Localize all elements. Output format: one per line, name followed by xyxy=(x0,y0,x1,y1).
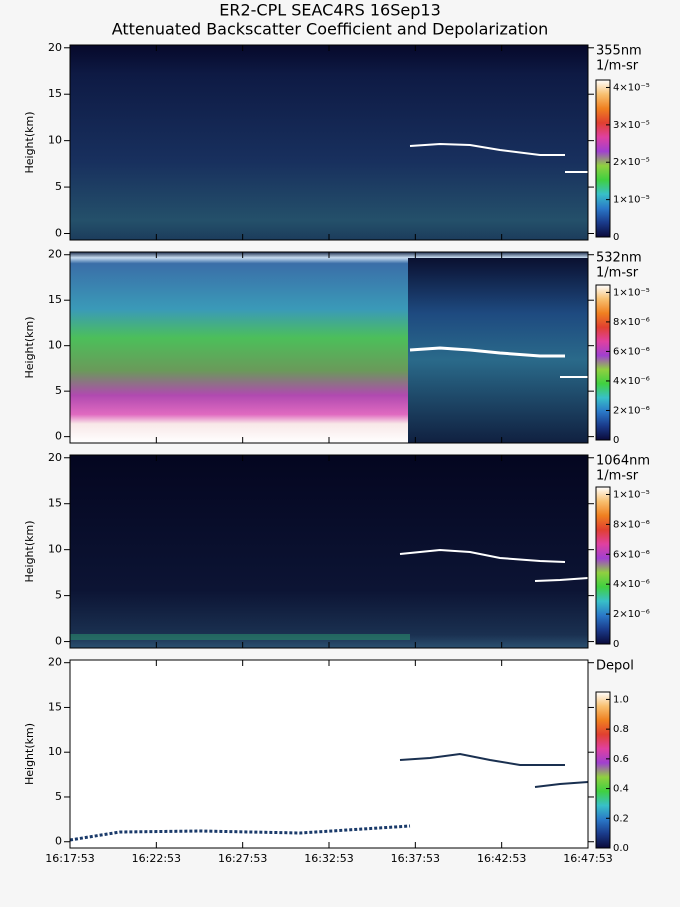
curtain xyxy=(70,455,588,648)
channel-label: 1064nm xyxy=(596,454,650,469)
colorbar-tick-label: 0 xyxy=(613,232,619,243)
colorbar-tick-label: 1×10⁻⁵ xyxy=(613,489,650,500)
channel-label: 355nm xyxy=(596,44,642,59)
y-tick-label: 0 xyxy=(55,635,62,648)
y-tick-label: 20 xyxy=(48,41,62,54)
units-label: 1/m-sr xyxy=(596,59,639,74)
cloud xyxy=(534,577,589,582)
title: ER2-CPL SEAC4RS 16Sep13 xyxy=(219,1,441,20)
y-tick-label: 15 xyxy=(48,293,62,306)
colorbar-tick-label: 4×10⁻⁶ xyxy=(613,579,650,590)
colorbar-tick-label: 2×10⁻⁵ xyxy=(613,157,650,168)
y-tick-label: 20 xyxy=(48,248,62,261)
colorbar-tick-label: 4×10⁻⁵ xyxy=(613,82,650,93)
channel-label: Depol xyxy=(596,659,634,674)
colorbar xyxy=(595,284,611,441)
curtain xyxy=(70,45,588,240)
aerosol xyxy=(69,824,411,842)
cloud xyxy=(409,346,565,358)
aerosol xyxy=(70,634,410,640)
colorbar-tick-label: 0 xyxy=(613,435,619,446)
colorbar-tick-label: 0.0 xyxy=(613,843,629,854)
colorbar-tick-label: 0.8 xyxy=(613,724,629,735)
colorbar-tick-label: 2×10⁻⁶ xyxy=(613,609,650,620)
y-axis-label: Height(km) xyxy=(23,111,36,173)
cloud xyxy=(534,781,589,788)
colorbar-tick-label: 3×10⁻⁵ xyxy=(613,120,650,131)
curtain xyxy=(70,660,588,848)
subtitle: Attenuated Backscatter Coefficient and D… xyxy=(112,20,549,39)
y-tick-label: 20 xyxy=(48,656,62,669)
channel-label: 532nm xyxy=(596,251,642,266)
colorbar xyxy=(595,486,611,645)
y-tick-label: 10 xyxy=(48,134,62,147)
x-tick-label: 16:47:53 xyxy=(563,852,612,865)
x-tick-label: 16:27:53 xyxy=(218,852,267,865)
units-label: 1/m-sr xyxy=(596,469,639,484)
colorbar xyxy=(595,691,611,849)
y-tick-label: 5 xyxy=(55,180,62,193)
curtain xyxy=(408,258,588,443)
colorbar-tick-label: 0.6 xyxy=(613,754,629,765)
y-tick-label: 5 xyxy=(55,790,62,803)
x-tick-label: 16:17:53 xyxy=(45,852,94,865)
colorbar-tick-label: 0.2 xyxy=(613,813,629,824)
y-tick-label: 10 xyxy=(48,543,62,556)
colorbar-tick-label: 6×10⁻⁶ xyxy=(613,549,650,560)
colorbar-tick-label: 2×10⁻⁶ xyxy=(613,405,650,416)
y-axis-label: Height(km) xyxy=(23,723,36,785)
y-tick-label: 0 xyxy=(55,430,62,443)
y-tick-label: 5 xyxy=(55,384,62,397)
y-tick-label: 0 xyxy=(55,835,62,848)
cloud xyxy=(409,142,565,156)
x-tick-label: 16:22:53 xyxy=(132,852,181,865)
colorbar-tick-label: 1×10⁻⁵ xyxy=(613,287,650,298)
x-tick-label: 16:42:53 xyxy=(477,852,526,865)
cloud xyxy=(399,548,566,563)
y-tick-label: 15 xyxy=(48,87,62,100)
cloud xyxy=(399,752,565,766)
colorbar-tick-label: 8×10⁻⁶ xyxy=(613,317,650,328)
y-tick-label: 20 xyxy=(48,451,62,464)
colorbar-tick-label: 0 xyxy=(613,639,619,650)
colorbar-tick-label: 1.0 xyxy=(613,694,629,705)
y-tick-label: 5 xyxy=(55,589,62,602)
y-tick-label: 10 xyxy=(48,339,62,352)
colorbar-tick-label: 1×10⁻⁵ xyxy=(613,195,650,206)
y-tick-label: 10 xyxy=(48,745,62,758)
units-label: 1/m-sr xyxy=(596,266,639,281)
x-tick-label: 16:37:53 xyxy=(391,852,440,865)
colorbar-tick-label: 6×10⁻⁶ xyxy=(613,346,650,357)
y-axis-label: Height(km) xyxy=(23,520,36,582)
y-tick-label: 15 xyxy=(48,700,62,713)
colorbar xyxy=(595,79,611,238)
colorbar-tick-label: 4×10⁻⁶ xyxy=(613,376,650,387)
y-tick-label: 0 xyxy=(55,227,62,240)
colorbar-tick-label: 0.4 xyxy=(613,784,629,795)
y-tick-label: 15 xyxy=(48,497,62,510)
x-tick-label: 16:32:53 xyxy=(304,852,353,865)
y-axis-label: Height(km) xyxy=(23,316,36,378)
colorbar-tick-label: 8×10⁻⁶ xyxy=(613,519,650,530)
